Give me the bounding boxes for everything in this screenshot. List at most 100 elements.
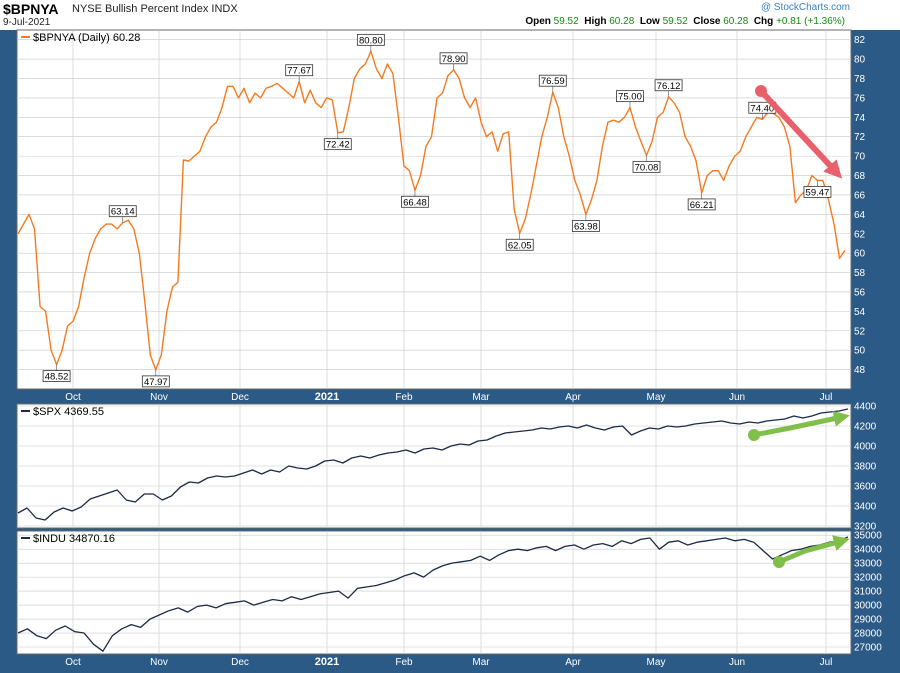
indu-y-tick-label: 33000 [854,559,882,570]
spx-y-tick-label: 3800 [854,462,877,473]
bpnya-x-tick-label: Nov [150,392,168,403]
value-annotation: 76.12 [654,79,683,97]
bpnya-y-tick-label: 72 [854,132,866,143]
indu-x-tick-label: Nov [150,657,168,668]
indu-y-tick-label: 29000 [854,615,882,626]
value-annotation: 48.52 [42,364,71,383]
indu-y-tick-label: 30000 [854,601,882,612]
value-annotation: 76.59 [538,74,567,93]
value-annotation: 80.80 [356,33,385,52]
spx-series-line [17,408,849,521]
bpnya-y-tick-label: 62 [854,229,866,240]
bpnya-x-tick-label: Dec [231,392,249,403]
bpnya-y-tick-label: 48 [854,365,866,376]
value-annotation: 63.98 [571,214,600,233]
bpnya-y-tick-label: 68 [854,171,866,182]
spx-y-tick-label: 4400 [854,402,877,413]
bpnya-x-tick-label: Oct [65,392,81,403]
indu-y-tick-label: 32000 [854,573,882,584]
svg-text:48.52: 48.52 [45,372,69,383]
indu-y-tick-label: 28000 [854,629,882,640]
spx-y-tick-label: 3400 [854,502,877,513]
bpnya-legend: $BPNYA (Daily) 60.28 [33,32,140,44]
chart-date: 9-Jul-2021 [3,17,51,28]
indu-x-tick-label: Dec [231,657,249,668]
indu-plot-area [16,530,852,655]
spx-y-tick-label: 3600 [854,482,877,493]
bpnya-y-tick-label: 60 [854,249,866,260]
bpnya-x-tick-label: Apr [565,392,581,403]
indu-series-line [17,536,849,652]
value-annotation: 70.08 [632,155,661,173]
value-annotation: 63.14 [108,205,137,223]
bpnya-x-tick-label: Mar [472,392,490,403]
bpnya-x-tick-label: Feb [395,392,413,403]
value-annotation: 66.48 [401,190,429,208]
indu-x-tick-label: Jul [820,657,833,668]
bpnya-y-tick-label: 70 [854,152,866,163]
indu-y-tick-label: 35000 [854,531,882,542]
value-annotation: 72.42 [323,132,352,151]
indu-y-tick-label: 34000 [854,545,882,556]
quote-summary: Open 59.52 High 60.28 Low 59.52 Close 60… [525,16,845,27]
bpnya-x-tick-label: Jul [820,392,833,403]
bpnya-y-tick-label: 78 [854,74,866,85]
value-annotation: 47.97 [141,369,170,388]
bpnya-y-tick-label: 54 [854,307,866,318]
chart-header: $BPNYA NYSE Bullish Percent Index INDX 9… [0,0,900,30]
indu-x-tick-label: Jun [729,657,745,668]
svg-text:47.97: 47.97 [144,377,168,388]
bpnya-y-tick-label: 52 [854,326,866,337]
red-trend-arrow [758,88,843,179]
value-annotation: 62.05 [505,233,534,251]
spx-y-tick-label: 3200 [854,522,877,533]
bpnya-plot-area [16,29,852,390]
svg-text:72.42: 72.42 [326,140,350,151]
svg-text:80.80: 80.80 [359,35,383,46]
bpnya-y-tick-label: 80 [854,55,866,66]
svg-text:77.67: 77.67 [287,66,311,77]
bpnya-y-tick-label: 58 [854,268,866,279]
svg-text:76.12: 76.12 [657,81,681,92]
bpnya-y-tick-label: 76 [854,93,866,104]
value-annotation: 66.21 [687,192,716,211]
indu-y-tick-label: 27000 [854,643,882,654]
svg-text:66.21: 66.21 [690,200,714,211]
green-trend-arrow-spx [751,410,850,438]
value-annotation: 78.90 [439,52,468,70]
spx-legend: $SPX 4369.55 [33,406,104,418]
svg-text:74.40: 74.40 [750,103,774,114]
svg-text:76.59: 76.59 [541,76,565,87]
bpnya-y-tick-label: 64 [854,210,866,221]
svg-text:70.08: 70.08 [635,162,659,173]
svg-text:78.90: 78.90 [442,54,466,65]
bpnya-panel: 48 50 52 54 56 58 60 62 64 66 68 70 72 74 76 78 80 82 $BPN… [16,29,866,403]
indu-x-tick-label: Feb [395,657,413,668]
value-annotation: 59.47 [803,180,832,198]
bpnya-y-tick-label: 56 [854,287,866,298]
bpnya-y-tick-label: 82 [854,35,866,46]
bpnya-x-tick-label: May [647,392,666,403]
svg-text:66.48: 66.48 [403,197,427,208]
indu-x-tick-label: Mar [472,657,490,668]
svg-text:63.98: 63.98 [574,222,598,233]
value-annotation: 75.00 [616,90,644,108]
spx-panel: 3200 3400 3600 3800 4000 4200 4400 $SPX 4369.55 [16,402,877,533]
bpnya-x-tick-label: 2021 [315,391,339,403]
watermark: @ StockCharts.com [760,2,850,13]
spx-y-tick-label: 4000 [854,442,877,453]
bpnya-y-tick-label: 50 [854,346,866,357]
index-name: NYSE Bullish Percent Index INDX [72,3,238,15]
indu-x-tick-label: Apr [565,657,581,668]
svg-text:75.00: 75.00 [618,92,642,103]
svg-text:63.14: 63.14 [111,207,135,218]
symbol: $BPNYA [3,1,59,17]
indu-x-tick-label: May [647,657,666,668]
green-trend-arrow-indu [776,535,850,565]
bpnya-y-tick-label: 66 [854,190,866,201]
indu-y-tick-label: 31000 [854,587,882,598]
indu-x-tick-label: Oct [65,657,81,668]
spx-y-tick-label: 4200 [854,422,877,433]
svg-text:59.47: 59.47 [806,187,830,198]
